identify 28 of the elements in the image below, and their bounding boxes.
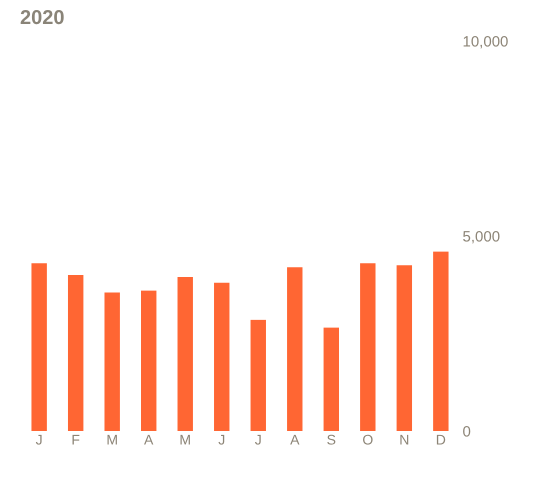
bar [250, 320, 266, 431]
y-tick-label: 5,000 [462, 228, 500, 246]
bar [178, 276, 193, 431]
x-tick-label: N [399, 432, 410, 448]
x-tick-label: J [254, 432, 262, 448]
bar [324, 328, 339, 431]
bar [104, 292, 120, 431]
x-tick-label: S [326, 432, 336, 448]
x-tick-label: M [179, 432, 192, 448]
x-tick-label: M [106, 432, 118, 448]
x-tick-label: O [362, 432, 374, 448]
x-tick-label: A [144, 432, 154, 448]
x-tick-label: A [290, 432, 300, 448]
bar [360, 263, 376, 431]
x-tick-label: J [36, 432, 43, 448]
bar [31, 263, 47, 431]
bar [396, 265, 412, 431]
x-tick-label: D [436, 432, 446, 448]
bar [141, 290, 156, 431]
chart-title: 2020 [20, 7, 64, 29]
y-tick-label: 0 [462, 424, 471, 440]
x-tick-label: F [71, 432, 80, 448]
x-tick-label: J [218, 432, 226, 448]
bar [214, 282, 230, 431]
bar [68, 275, 84, 431]
bar [433, 252, 449, 431]
bar [287, 267, 302, 431]
y-tick-label: 10,000 [462, 34, 508, 50]
